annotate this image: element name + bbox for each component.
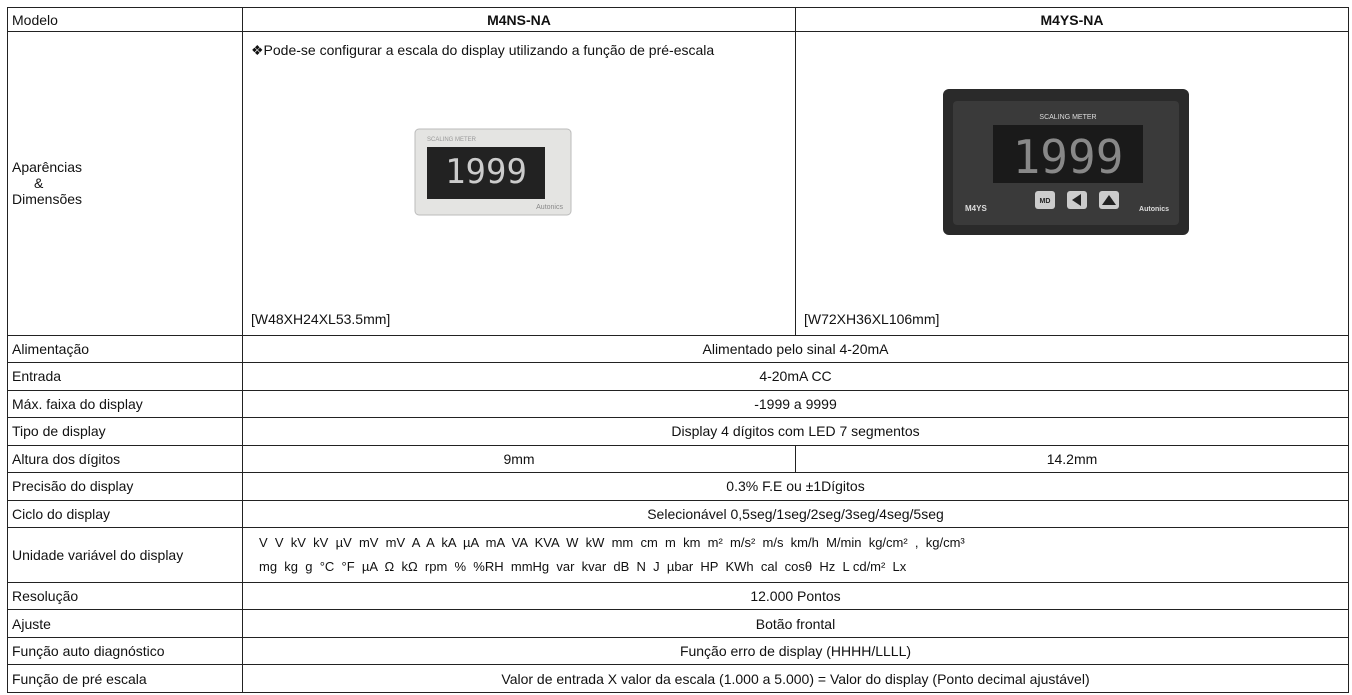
row-label: Função de pré escala [7,664,243,693]
value-cell: 12.000 Pontos [242,581,1349,611]
brand: Autonics [1139,206,1169,213]
value-cell: Alimentado pelo sinal 4-20mA [242,334,1349,364]
row-label: Altura dos dígitos [7,444,243,474]
meter-image: SCALING METER 1999 MD M4YS Autonics [943,89,1189,236]
row-label: Ciclo do display [7,499,243,529]
display-digits: 1999 [1013,130,1124,184]
appearance-cell: ❖Pode-se configurar a escala do display … [242,31,796,336]
header-cell: Modelo [7,6,243,33]
spec-row: Ciclo do display Selecionável 0,5seg/1seg… [7,499,1349,529]
spec-row: Ajuste Botão frontal [7,609,1349,638]
value-cell: Valor de entrada X valor da escala (1.00… [242,664,1349,693]
dimension: [W72XH36XL106mm] [804,310,940,327]
spec-row: Alimentação Alimentado pelo sinal 4-20mA [7,334,1349,364]
label-line: & [34,175,44,192]
row-label: Entrada [7,362,243,391]
spec-row: Precisão do display 0.3% F.E ou ±1Dígitos [7,472,1349,501]
value-cell: Selecionável 0,5seg/1seg/2seg/3seg/4seg/… [242,499,1349,529]
display-digits: 1999 [445,152,527,192]
value-cell: Display 4 dígitos com LED 7 segmentos [242,417,1349,446]
spec-row: Resolução 12.000 Pontos [7,581,1349,611]
header-cell: M4YS-NA [795,6,1349,33]
row-label: Resolução [7,581,243,611]
note: ❖Pode-se configurar a escala do display … [251,42,715,59]
row-label: Precisão do display [7,472,243,501]
units-line: V V kV kV µV mV mV A A kA µA mA VA KVA W… [259,535,965,551]
row-label: Tipo de display [7,417,243,446]
row-label: Ajuste [7,609,243,638]
button-label: MD [1040,198,1051,205]
row-label: Máx. faixa do display [7,389,243,419]
spec-row: Função de pré escala Valor de entrada X v… [7,664,1349,693]
caption: SCALING METER [1039,114,1096,121]
value-cell: -1999 a 9999 [242,389,1349,419]
units-line: mg kg g °C °F µA Ω kΩ rpm % %RH mmHg var… [259,559,907,575]
value-cell: 14.2mm [795,444,1349,474]
header-row: Modelo M4NS-NA M4YS-NA [7,6,1349,33]
appearance-row: Aparências & Dimensões ❖Pode-se configur… [7,31,1349,336]
spec-row: Unidade variável do display V V kV kV µV … [7,527,1349,583]
units-cell: V V kV kV µV mV mV A A kA µA mA VA KVA W… [242,527,1349,583]
label-line: Aparências [12,159,83,176]
caption: SCALING METER [427,137,477,143]
spec-row: Altura dos dígitos 9mm 14.2mm [7,444,1349,474]
appearance-cell: SCALING METER 1999 MD M4YS Autonics [W72… [795,31,1349,336]
value-cell: 4-20mA CC [242,362,1349,391]
spec-row: Entrada 4-20mA CC [7,362,1349,391]
label-line: Dimensões [12,191,83,208]
dimension: [W48XH24XL53.5mm] [251,310,391,327]
model-badge: M4YS [965,204,987,213]
spec-row: Função auto diagnóstico Função erro de di… [7,636,1349,666]
spec-table: Modelo M4NS-NA M4YS-NA Aparências & Dime… [7,6,1349,693]
value-cell: Botão frontal [242,609,1349,638]
row-label: Alimentação [7,334,243,364]
header-cell: M4NS-NA [242,6,796,33]
value-cell: 0.3% F.E ou ±1Dígitos [242,472,1349,501]
spec-row: Máx. faixa do display -1999 a 9999 [7,389,1349,419]
value-cell: 9mm [242,444,796,474]
brand: Autonics [536,204,563,211]
row-label: Aparências & Dimensões [7,31,243,336]
row-label: Função auto diagnóstico [7,636,243,666]
meter-image: SCALING METER 1999 Autonics [414,128,572,216]
value-cell: Função erro de display (HHHH/LLLL) [242,636,1349,666]
row-label: Unidade variável do display [7,527,243,583]
spec-row: Tipo de display Display 4 dígitos com LED… [7,417,1349,446]
